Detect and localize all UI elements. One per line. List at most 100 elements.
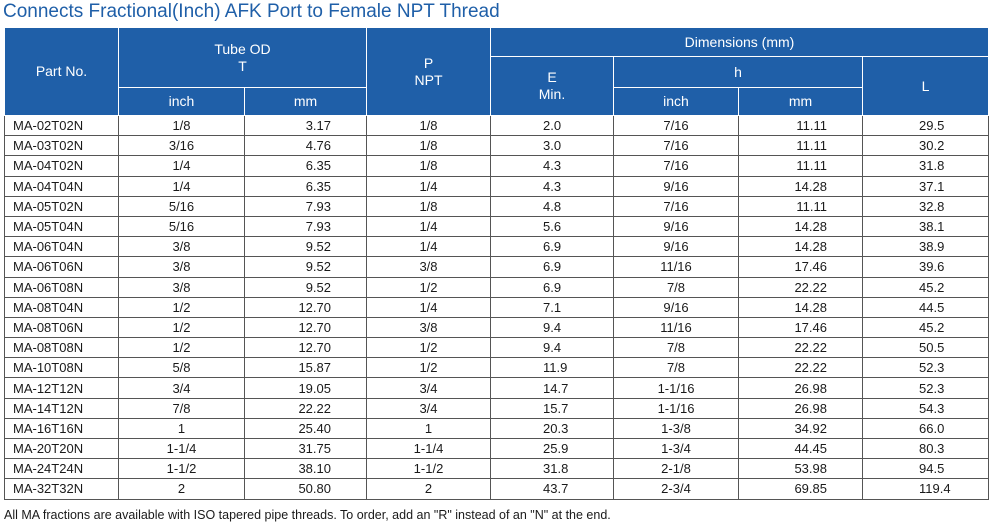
cell-h-mm: 14.28 [738,215,863,238]
header-p: P [423,54,434,71]
cell-h-mm: 17.46 [738,316,863,339]
cell-part-no: MA-10T08N [4,357,119,379]
cell-tube-inch: 5/16 [118,195,245,217]
cell-h-mm: 11.11 [738,135,863,157]
cell-npt: 1/4 [366,175,491,197]
cell-e: 4.8 [490,195,614,217]
cell-h-mm: 14.28 [738,236,863,258]
cell-part-no: MA-02T02N [4,114,119,137]
cell-l: 50.5 [862,337,989,359]
cell-l: 45.2 [862,316,989,339]
cell-l: 52.3 [862,377,989,399]
cell-npt: 1-1/4 [366,437,491,460]
table-body: MA-02T02N 1/8 3.17 1/8 2.0 7/16 11.11 29.5 MA-03… [4,114,989,500]
cell-e: 9.4 [490,337,614,359]
cell-tube-inch: 1/4 [118,155,245,177]
cell-part-no: MA-20T20N [4,437,119,460]
cell-part-no: MA-08T04N [4,296,119,318]
cell-part-no: MA-08T08N [4,337,119,359]
cell-h-inch: 11/16 [613,256,739,278]
cell-e: 14.7 [490,377,614,399]
footnote: All MA fractions are available with ISO … [4,508,611,522]
cell-tube-inch: 3/8 [118,256,245,278]
table-row: MA-03T02N 3/16 4.76 1/8 3.0 7/16 11.11 30.2 [4,135,989,157]
header-p-npt: P NPT [366,27,491,116]
cell-tube-mm: 25.40 [244,417,367,440]
cell-e: 3.0 [490,135,614,157]
cell-h-mm: 11.11 [738,114,863,137]
table-row: MA-10T08N 5/8 15.87 1/2 11.9 7/8 22.22 52.3 [4,357,989,379]
cell-part-no: MA-05T02N [4,195,119,217]
cell-l: 38.1 [862,215,989,238]
cell-tube-mm: 7.93 [244,195,367,217]
table-row: MA-16T16N 1 25.40 1 20.3 1-3/8 34.92 66.0 [4,417,989,440]
cell-tube-mm: 12.70 [244,296,367,318]
cell-h-mm: 44.45 [738,437,863,460]
cell-h-inch: 9/16 [613,175,739,197]
header-h-mm: mm [738,87,863,116]
cell-npt: 1/8 [366,135,491,157]
cell-h-inch: 11/16 [613,316,739,339]
table-row: MA-12T12N 3/4 19.05 3/4 14.7 1-1/16 26.98 52.3 [4,377,989,399]
cell-e: 25.9 [490,437,614,460]
cell-tube-inch: 2 [118,478,245,500]
table-row: MA-04T02N 1/4 6.35 1/8 4.3 7/16 11.11 31.8 [4,155,989,177]
cell-h-inch: 2-3/4 [613,478,739,500]
table-row: MA-05T02N 5/16 7.93 1/8 4.8 7/16 11.11 32.8 [4,195,989,217]
cell-h-inch: 9/16 [613,215,739,238]
cell-tube-mm: 4.76 [244,135,367,157]
cell-tube-mm: 9.52 [244,256,367,278]
cell-tube-inch: 1 [118,417,245,440]
cell-e: 9.4 [490,316,614,339]
header-h: h [613,56,863,88]
cell-tube-mm: 6.35 [244,175,367,197]
cell-npt: 1/2 [366,276,491,298]
cell-l: 54.3 [862,397,989,419]
cell-part-no: MA-04T02N [4,155,119,177]
table-row: MA-05T04N 5/16 7.93 1/4 5.6 9/16 14.28 38.1 [4,215,989,238]
cell-h-mm: 34.92 [738,417,863,440]
cell-h-inch: 9/16 [613,296,739,318]
cell-tube-inch: 1/4 [118,175,245,197]
cell-e: 31.8 [490,458,614,480]
header-h-inch: inch [613,87,739,116]
cell-h-inch: 9/16 [613,236,739,258]
cell-tube-inch: 1/2 [118,296,245,318]
cell-h-mm: 17.46 [738,256,863,278]
cell-npt: 1/4 [366,296,491,318]
cell-tube-inch: 3/8 [118,276,245,298]
cell-tube-mm: 6.35 [244,155,367,177]
table-row: MA-08T06N 1/2 12.70 3/8 9.4 11/16 17.46 45.2 [4,316,989,339]
cell-h-mm: 26.98 [738,377,863,399]
cell-tube-inch: 1/2 [118,316,245,339]
header-tube-inch: inch [118,87,245,116]
cell-part-no: MA-08T06N [4,316,119,339]
cell-part-no: MA-06T08N [4,276,119,298]
cell-npt: 1/8 [366,155,491,177]
cell-npt: 1/8 [366,114,491,137]
cell-tube-mm: 7.93 [244,215,367,238]
cell-npt: 1/4 [366,236,491,258]
cell-h-inch: 7/8 [613,276,739,298]
cell-h-inch: 1-1/16 [613,377,739,399]
cell-l: 29.5 [862,114,989,137]
cell-e: 6.9 [490,276,614,298]
cell-tube-mm: 12.70 [244,316,367,339]
header-part-no: Part No. [4,27,119,116]
spec-table: Part No. Tube OD T P NPT Dimensions (mm)… [4,27,989,500]
table-row: MA-06T04N 3/8 9.52 1/4 6.9 9/16 14.28 38.9 [4,236,989,258]
table-row: MA-08T04N 1/2 12.70 1/4 7.1 9/16 14.28 44.5 [4,296,989,318]
cell-e: 2.0 [490,114,614,137]
table-header: Part No. Tube OD T P NPT Dimensions (mm)… [4,27,989,116]
cell-tube-mm: 15.87 [244,357,367,379]
cell-h-mm: 53.98 [738,458,863,480]
cell-part-no: MA-24T24N [4,458,119,480]
cell-npt: 3/8 [366,316,491,339]
header-e: E Min. [490,56,614,116]
cell-h-inch: 7/16 [613,135,739,157]
cell-e: 20.3 [490,417,614,440]
cell-part-no: MA-14T12N [4,397,119,419]
cell-tube-mm: 9.52 [244,236,367,258]
cell-h-inch: 2-1/8 [613,458,739,480]
cell-l: 119.4 [862,478,989,500]
